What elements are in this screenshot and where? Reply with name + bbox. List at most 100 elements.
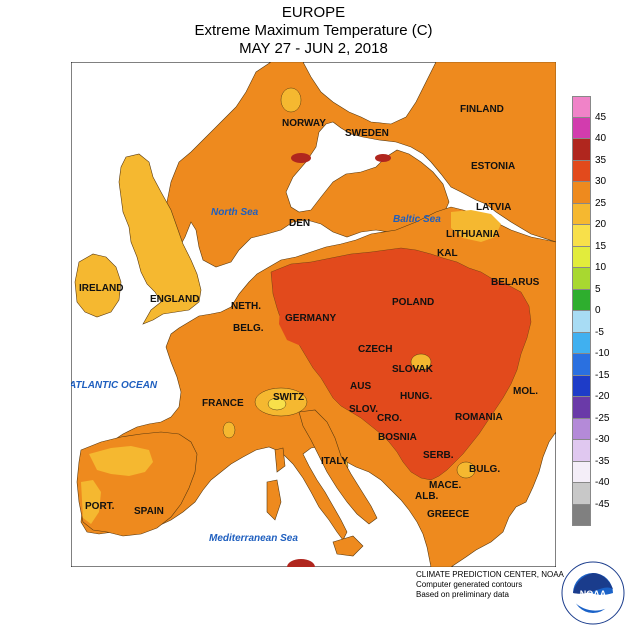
legend-swatch — [572, 203, 591, 225]
country-label: SPAIN — [134, 506, 164, 517]
landmass-sicily — [332, 535, 364, 557]
legend-value: 0 — [595, 305, 601, 316]
legend-swatch — [572, 225, 591, 247]
country-label: SLOV. — [349, 404, 378, 415]
country-label: SWITZ — [273, 392, 304, 403]
sea-label: Mediterranean Sea — [209, 533, 298, 544]
country-label: SWEDEN — [345, 128, 389, 139]
hot-spot-spain — [287, 559, 315, 567]
country-label: CZECH — [358, 344, 392, 355]
legend-swatch — [572, 375, 591, 397]
legend-value: 45 — [595, 111, 607, 123]
country-label: MACE. — [429, 480, 461, 491]
country-label: HUNG. — [400, 391, 432, 402]
legend-value: 20 — [595, 219, 607, 230]
legend-value: 25 — [595, 197, 607, 209]
landmass-great-britain — [118, 153, 202, 325]
legend-value: 40 — [595, 133, 607, 144]
country-label: FINLAND — [460, 104, 504, 115]
legend-swatch — [572, 160, 591, 182]
landmass-corsica — [274, 447, 286, 473]
country-label: BOSNIA — [378, 432, 417, 443]
credit-source: CLIMATE PREDICTION CENTER, NOAA — [416, 570, 564, 579]
credit-note: Based on preliminary data — [416, 590, 509, 599]
legend-value: 15 — [595, 240, 607, 252]
cool-zone-carpathians — [410, 353, 432, 371]
legend-swatch — [572, 461, 591, 483]
country-label: DEN — [289, 218, 310, 229]
sea-label: Baltic Sea — [393, 214, 441, 225]
legend-swatch — [572, 246, 591, 268]
credit-method: Computer generated contours — [416, 580, 523, 589]
cool-zone-norway — [280, 87, 302, 113]
country-label: POLAND — [392, 297, 434, 308]
legend-value: -10 — [595, 348, 610, 359]
legend-swatch — [572, 504, 591, 526]
country-label: CRO. — [377, 413, 402, 424]
noaa-logo: NOAA — [561, 561, 625, 625]
legend-value: -35 — [595, 455, 610, 467]
color-legend — [572, 96, 591, 526]
country-label: LATVIA — [476, 202, 511, 213]
legend-value: -45 — [595, 498, 610, 510]
country-label: NORWAY — [282, 118, 326, 129]
country-label: BELG. — [233, 323, 264, 334]
country-label: MOL. — [513, 386, 538, 397]
cool-zone-france — [222, 421, 236, 439]
legend-value: -40 — [595, 477, 610, 488]
legend-swatch — [572, 311, 591, 333]
country-label: KAL — [437, 248, 458, 259]
legend-value: -25 — [595, 412, 610, 424]
legend-swatch — [572, 332, 591, 354]
country-label: SERB. — [423, 450, 454, 461]
temperature-map: NORWAY SWEDEN FINLAND ESTONIA LATVIA LIT… — [71, 62, 556, 567]
country-label: ALB. — [415, 491, 439, 502]
logo-text: NOAA — [580, 589, 607, 599]
portugal-cool-zone — [81, 480, 101, 524]
map-region-title: EUROPE — [281, 4, 346, 21]
hot-spot-norway — [291, 153, 311, 163]
legend-swatch — [572, 289, 591, 311]
country-label: AUS — [350, 381, 371, 392]
legend-swatch — [572, 268, 591, 290]
map-title: Extreme Maximum Temperature (C) — [194, 22, 433, 39]
country-label: IRELAND — [79, 283, 123, 294]
legend-swatch — [572, 117, 591, 139]
country-label: PORT. — [85, 501, 115, 512]
country-label: FRANCE — [202, 398, 244, 409]
country-label: SLOVAK — [392, 364, 434, 375]
legend-swatch — [572, 483, 591, 505]
cold-zone-alps — [267, 397, 287, 411]
legend-swatch — [572, 440, 591, 462]
iberia-cool-zone — [89, 446, 153, 476]
country-label: GREECE — [427, 509, 470, 520]
sea-label: North Sea — [211, 207, 259, 218]
hot-spot-sweden — [375, 154, 391, 162]
legend-swatch — [572, 96, 591, 118]
legend-value: -15 — [595, 369, 610, 381]
legend-swatch — [572, 139, 591, 161]
country-label: GERMANY — [285, 313, 336, 324]
country-label: ENGLAND — [150, 294, 199, 305]
legend-value: -30 — [595, 434, 610, 445]
legend-swatch — [572, 418, 591, 440]
country-label: NETH. — [231, 301, 261, 312]
legend-value: -5 — [595, 326, 604, 338]
legend-value: 5 — [595, 283, 601, 295]
hot-zone-germany — [279, 288, 333, 346]
legend-swatch — [572, 397, 591, 419]
legend-value: 35 — [595, 154, 607, 166]
country-label: BELARUS — [491, 277, 540, 288]
country-label: ITALY — [321, 456, 349, 467]
legend-swatch — [572, 354, 591, 376]
cool-zone-bulgaria — [456, 461, 476, 479]
sea-label: ATLANTIC OCEAN — [71, 380, 158, 391]
hot-band-central-europe — [270, 247, 532, 481]
map-date-range: MAY 27 - JUN 2, 2018 — [239, 40, 388, 57]
legend-value: 10 — [595, 262, 607, 273]
country-label: ROMANIA — [455, 412, 503, 423]
country-label: LITHUANIA — [446, 229, 500, 240]
legend-swatch — [572, 182, 591, 204]
landmass-sardinia — [266, 479, 282, 521]
legend-value: -20 — [595, 391, 610, 402]
